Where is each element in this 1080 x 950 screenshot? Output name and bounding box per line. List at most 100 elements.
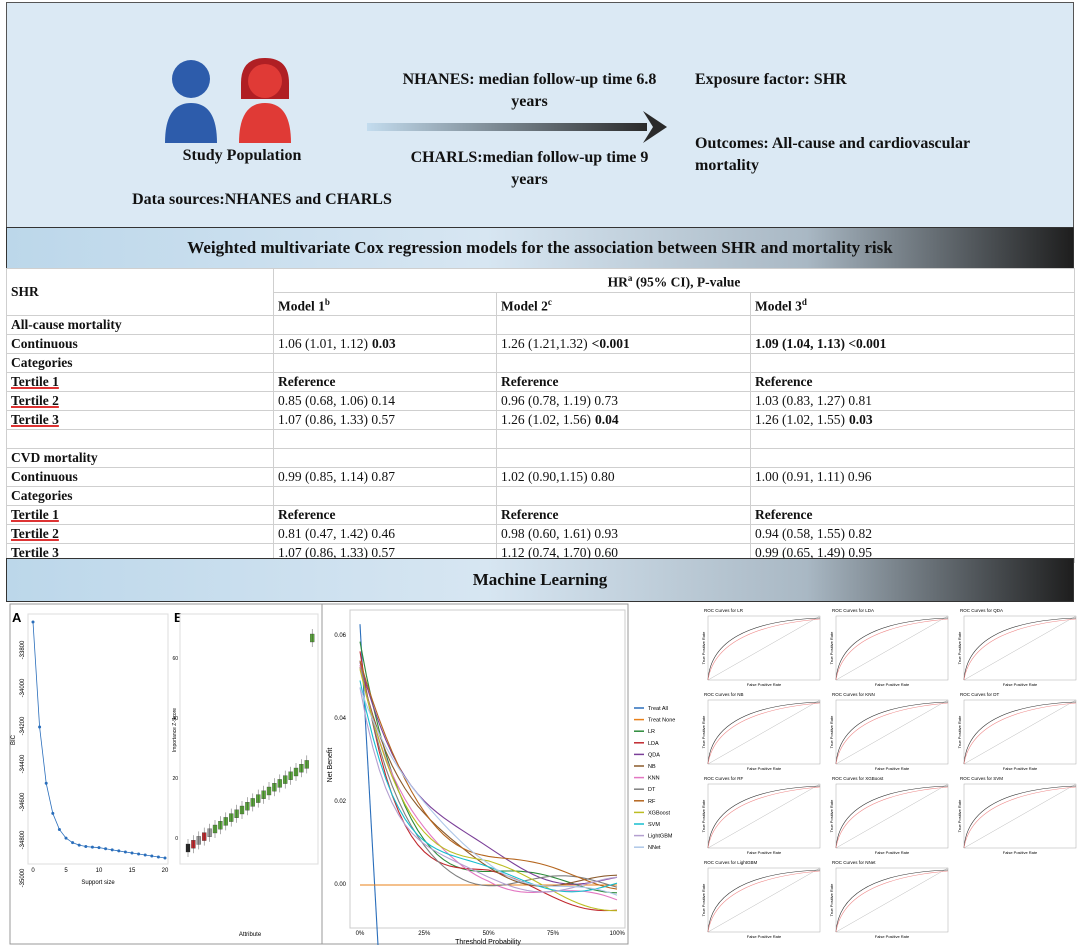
value-cell: 1.00 (0.91, 1.11) 0.96 — [750, 467, 1075, 487]
diagonal — [963, 783, 1077, 849]
value-text: 0.85 (0.68, 1.06) 0.14 — [278, 393, 395, 408]
row-label: Tertile 1 — [11, 374, 59, 389]
value-cell: 1.06 (1.01, 1.12) 0.03 — [273, 334, 497, 354]
value-cell: 0.99 (0.85, 1.14) 0.87 — [273, 467, 497, 487]
value-cell: 0.98 (0.60, 1.61) 0.93 — [496, 524, 751, 544]
diagonal — [707, 867, 821, 933]
value-cell: 1.07 (0.86, 1.33) 0.57 — [273, 410, 497, 430]
model-sup: b — [324, 296, 330, 307]
roc-xlabel: False Positive Rate — [747, 682, 782, 687]
cox-banner: Weighted multivariate Cox regression mod… — [6, 227, 1074, 269]
value-text: 1.26 (1.21,1.32) — [501, 336, 588, 351]
x-axis-label: Attribute — [239, 932, 262, 938]
y-tick-label: 0 — [175, 836, 178, 842]
roc-xlabel: False Positive Rate — [875, 934, 910, 939]
value-cell: 1.02 (0.90,1.15) 0.80 — [496, 467, 751, 487]
row-label-cell: All-cause mortality — [6, 315, 274, 335]
roc-title: ROC Curves for NB — [704, 692, 744, 697]
model-name: Model 1 — [278, 298, 325, 313]
row-label-header: SHR — [6, 268, 274, 316]
legend-label: DT — [648, 787, 656, 793]
people-icons — [165, 58, 291, 143]
value-text: 0.99 (0.85, 1.14) 0.87 — [278, 469, 395, 484]
row-label: Tertile 1 — [11, 507, 59, 522]
roc-curve — [963, 701, 1077, 765]
legend-label: NB — [648, 764, 656, 770]
y-tick-label: 60 — [172, 656, 178, 662]
value-cell — [496, 448, 751, 468]
value-cell — [273, 486, 497, 506]
value-bold: Reference — [278, 374, 336, 389]
value-cell: Reference — [750, 505, 1075, 525]
roc-curve — [835, 701, 949, 765]
plot-area — [179, 613, 319, 865]
diagonal — [835, 699, 949, 765]
row-label-cell: Continuous — [6, 334, 274, 354]
roc-xlabel: False Positive Rate — [1003, 766, 1038, 771]
value-text: 1.26 (1.02, 1.55) — [755, 412, 845, 427]
value-cell: Reference — [273, 505, 497, 525]
legend-label: XGBoost — [648, 810, 670, 816]
value-cell — [273, 353, 497, 373]
table-row: Categories — [6, 353, 1075, 373]
roc-title: ROC Curves for LightGBM — [704, 860, 758, 865]
roc-ylabel: True Positive Rate — [701, 631, 706, 665]
roc-curve — [707, 702, 821, 765]
diagonal — [707, 615, 821, 681]
model-header: Model 1b — [273, 291, 497, 316]
row-label: CVD mortality — [11, 450, 98, 465]
model-name: Model 2 — [501, 298, 548, 313]
net-benefit-curve — [359, 664, 618, 901]
table-row: Categories — [6, 486, 1075, 506]
value-cell: Reference — [496, 505, 751, 525]
value-cell — [750, 353, 1075, 373]
legend-label: SVM — [648, 822, 660, 828]
value-cell: 0.85 (0.68, 1.06) 0.14 — [273, 391, 497, 411]
value-bold: <0.001 — [591, 336, 630, 351]
roc-xlabel: False Positive Rate — [747, 766, 782, 771]
y-tick-label: 0.00 — [334, 882, 346, 888]
value-text: 1.26 (1.02, 1.56) — [501, 412, 591, 427]
x-tick-label: 0% — [356, 931, 365, 937]
value-cell — [496, 486, 751, 506]
value-text: 0.98 (0.60, 1.61) 0.93 — [501, 526, 618, 541]
roc-title: ROC Curves for XGBoost — [832, 776, 884, 781]
legend-label: RF — [648, 799, 656, 805]
exposure: Exposure factor: SHR — [695, 71, 847, 88]
legend-label: Treat All — [648, 706, 668, 712]
roc-curve — [835, 870, 949, 933]
value-text: 1.12 (0.74, 1.70) 0.60 — [501, 545, 618, 560]
roc-xlabel: False Positive Rate — [1003, 682, 1038, 687]
y-axis-label: Importance Z-Score — [172, 708, 178, 752]
x-tick-label: 5 — [64, 868, 68, 874]
roc-curve — [707, 618, 821, 681]
roc-title: ROC Curves for LR — [704, 608, 744, 613]
cox-table: SHR HRa (95% CI), P-value Model 1b Model … — [6, 268, 1075, 563]
roc-title: ROC Curves for KNN — [832, 692, 875, 697]
y-tick-label: 40 — [172, 716, 178, 722]
roc-title: ROC Curves for DT — [960, 692, 1000, 697]
ml-banner: Machine Learning — [6, 558, 1074, 602]
y-tick-label: 0.04 — [334, 716, 346, 722]
spacer-cell — [750, 429, 1075, 449]
value-text: 1.07 (0.86, 1.33) 0.57 — [278, 545, 395, 560]
value-cell: 1.09 (1.04, 1.13) <0.001 — [750, 334, 1075, 354]
value-cell: 0.81 (0.47, 1.42) 0.46 — [273, 524, 497, 544]
legend-label: LDA — [648, 741, 659, 747]
group-text: HR — [607, 274, 628, 290]
roc-xlabel: False Positive Rate — [875, 766, 910, 771]
table-header: SHR HRa (95% CI), P-value Model 1b Model … — [6, 268, 1075, 316]
roc-curve — [707, 617, 821, 681]
roc-title: ROC Curves for RF — [704, 776, 744, 781]
x-tick-label: 100% — [610, 931, 626, 937]
y-axis-label: BIC — [11, 734, 17, 745]
outcomes: Outcomes: All-cause and cardiovascular m… — [695, 135, 970, 174]
roc-curve — [963, 786, 1077, 849]
row-label-cell: Tertile 2 — [6, 524, 274, 544]
roc-curve — [835, 618, 949, 681]
roc-curve — [835, 702, 949, 765]
value-cell — [496, 315, 751, 335]
row-label: Categories — [11, 355, 73, 370]
row-label-cell: Categories — [6, 353, 274, 373]
